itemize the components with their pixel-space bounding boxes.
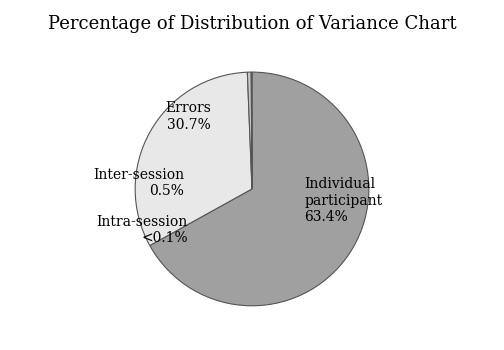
Title: Percentage of Distribution of Variance Chart: Percentage of Distribution of Variance C… (48, 15, 456, 33)
Wedge shape (251, 72, 252, 189)
Text: Errors
30.7%: Errors 30.7% (165, 102, 211, 132)
Wedge shape (150, 72, 369, 306)
Text: Inter-session
0.5%: Inter-session 0.5% (93, 168, 184, 198)
Text: Individual
participant
63.4%: Individual participant 63.4% (304, 177, 383, 224)
Wedge shape (135, 72, 252, 246)
Text: Intra-session
<0.1%: Intra-session <0.1% (96, 215, 187, 245)
Wedge shape (247, 72, 252, 189)
